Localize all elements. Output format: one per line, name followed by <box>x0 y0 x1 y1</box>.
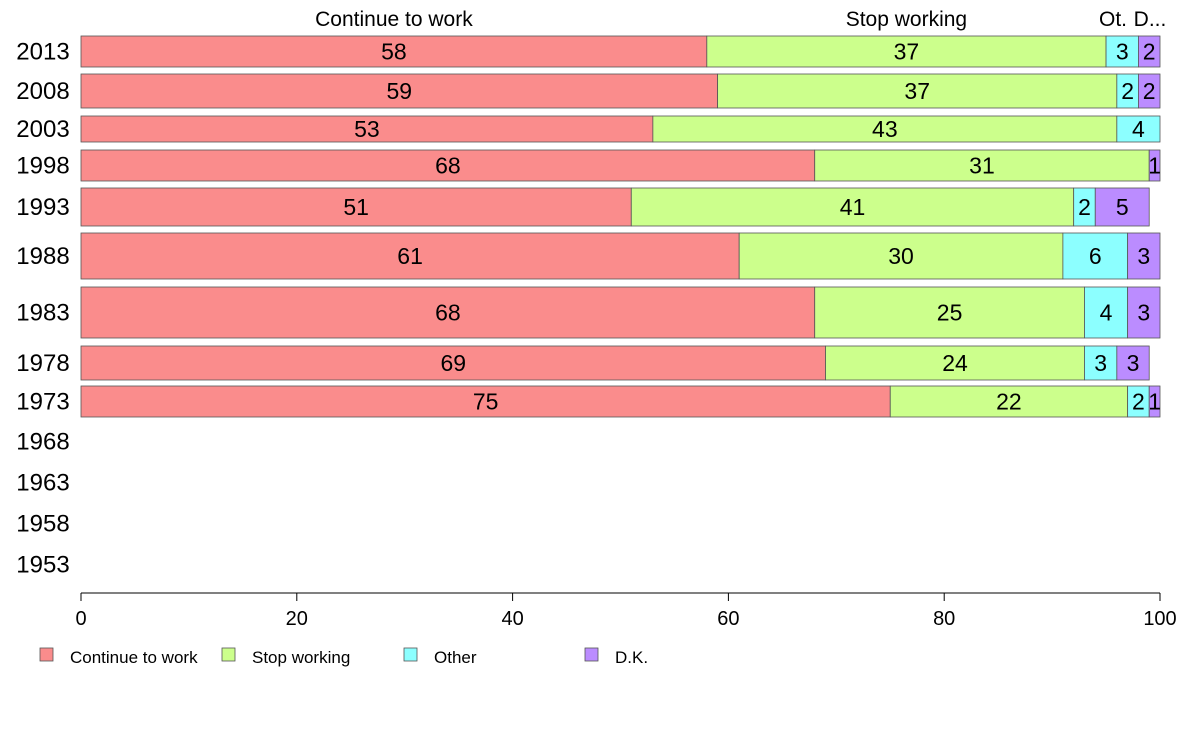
data-label: 2 <box>1121 78 1134 104</box>
category-label: 1983 <box>16 300 69 327</box>
bar-segment <box>1084 286 1129 339</box>
x-tick-label: 60 <box>717 608 739 630</box>
data-label: 3 <box>1137 243 1150 269</box>
bar-segment <box>1148 385 1161 418</box>
data-label: 75 <box>473 389 499 415</box>
bar-segment <box>706 35 1107 68</box>
data-label: 51 <box>343 194 369 220</box>
x-tick-label: 0 <box>75 608 86 630</box>
bar-segment <box>1116 115 1161 143</box>
column-header: D... <box>1134 8 1167 31</box>
data-label: 68 <box>435 153 461 179</box>
bar-segment <box>1084 345 1118 381</box>
bar-segment <box>717 73 1118 109</box>
category-label: 1968 <box>16 429 69 456</box>
bar-segment <box>1127 286 1161 339</box>
category-label: 1988 <box>16 243 69 270</box>
bar-segment <box>80 286 816 339</box>
data-label: 69 <box>440 350 466 376</box>
data-label: 58 <box>381 39 407 65</box>
x-tick-label: 80 <box>933 608 955 630</box>
bar-segment <box>80 115 654 143</box>
bar-segment <box>80 345 826 381</box>
bar-segment <box>1116 345 1150 381</box>
x-tick-label: 100 <box>1143 608 1176 630</box>
data-label: 4 <box>1100 300 1113 326</box>
category-label: 1973 <box>16 389 69 416</box>
bar-segment <box>80 73 719 109</box>
data-label: 2 <box>1078 194 1091 220</box>
data-label: 3 <box>1137 300 1150 326</box>
data-label: 5 <box>1116 194 1129 220</box>
legend-label: Stop working <box>252 648 350 667</box>
data-label: 2 <box>1143 39 1156 65</box>
category-label: 2003 <box>16 116 69 143</box>
bar-segment <box>814 286 1085 339</box>
category-label: 1993 <box>16 194 69 221</box>
category-label: 1958 <box>16 511 69 538</box>
data-label: 3 <box>1094 350 1107 376</box>
bar-segment <box>814 149 1150 182</box>
bar-segment <box>80 35 708 68</box>
column-header: Stop working <box>846 8 967 31</box>
data-label: 2 <box>1132 389 1145 415</box>
bar-segment <box>80 232 740 280</box>
category-label: 1953 <box>16 552 69 579</box>
data-label: 25 <box>937 300 963 326</box>
legend-label: Other <box>434 648 477 667</box>
bar-segment <box>889 385 1129 418</box>
data-label: 22 <box>996 389 1022 415</box>
data-label: 59 <box>387 78 413 104</box>
bar-segment <box>1105 35 1139 68</box>
x-tick-label: 20 <box>286 608 308 630</box>
data-label: 2 <box>1143 78 1156 104</box>
category-label: 1978 <box>16 350 69 377</box>
data-label: 6 <box>1089 243 1102 269</box>
data-label: 41 <box>840 194 866 220</box>
data-label: 61 <box>397 243 423 269</box>
legend-swatch <box>584 647 599 662</box>
bar-segment <box>1127 232 1161 280</box>
data-label: 3 <box>1116 39 1129 65</box>
legend-swatch <box>39 647 54 662</box>
column-header: Ot. <box>1099 8 1127 31</box>
data-label: 37 <box>904 78 930 104</box>
bar-segment <box>80 149 816 182</box>
category-label: 1998 <box>16 153 69 180</box>
data-label: 68 <box>435 300 461 326</box>
data-label: 37 <box>894 39 920 65</box>
legend-swatch <box>403 647 418 662</box>
bar-segment <box>825 345 1085 381</box>
bar-segment <box>1138 73 1161 109</box>
data-label: 30 <box>888 243 914 269</box>
legend-label: Continue to work <box>70 648 198 667</box>
bar-segment <box>80 385 891 418</box>
legend-label: D.K. <box>615 648 648 667</box>
bar-segment <box>1094 187 1150 227</box>
data-label: 43 <box>872 116 898 142</box>
x-tick-label: 40 <box>501 608 523 630</box>
data-label: 4 <box>1132 116 1145 142</box>
legend-swatch <box>221 647 236 662</box>
bar-segment <box>80 187 632 227</box>
category-label: 2013 <box>16 39 69 66</box>
bar-segment <box>652 115 1118 143</box>
data-label: 1 <box>1148 153 1161 179</box>
bar-segment <box>1062 232 1129 280</box>
data-label: 1 <box>1148 389 1161 415</box>
data-label: 53 <box>354 116 380 142</box>
data-label: 24 <box>942 350 968 376</box>
data-label: 31 <box>969 153 995 179</box>
category-label: 2008 <box>16 78 69 105</box>
bar-segment <box>1148 149 1161 182</box>
bar-segment <box>1138 35 1161 68</box>
data-label: 3 <box>1127 350 1140 376</box>
column-header: Continue to work <box>315 8 473 31</box>
bar-segment <box>738 232 1064 280</box>
category-label: 1963 <box>16 470 69 497</box>
bar-segment <box>630 187 1075 227</box>
